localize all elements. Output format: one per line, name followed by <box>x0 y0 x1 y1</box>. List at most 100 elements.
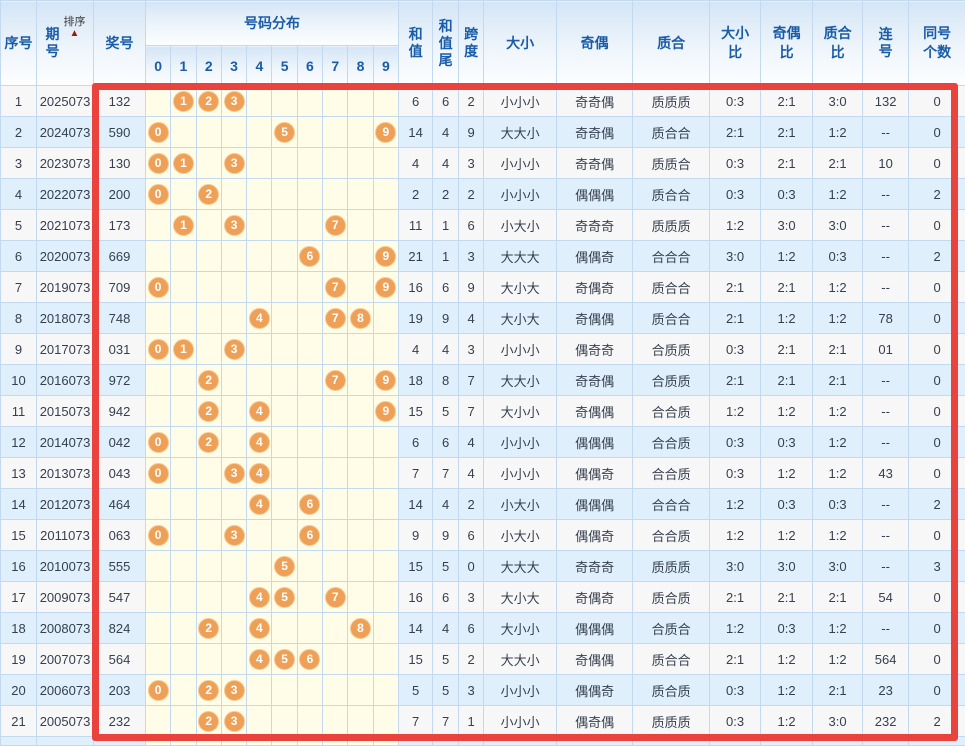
parity-cell: 偶偶奇 <box>557 675 633 706</box>
span-cell: 2 <box>459 644 484 675</box>
col-header-digit-4: 4 <box>247 46 272 86</box>
size-ratio-cell: 1:2 <box>710 396 761 427</box>
span-cell: 6 <box>459 613 484 644</box>
parity-ratio-cell: 2:1 <box>761 582 813 613</box>
ball-cell <box>373 644 398 675</box>
prime-cell: 质合合 <box>633 272 710 303</box>
parity-cell: 偶偶偶 <box>557 489 633 520</box>
prime-ratio-cell: 3:0 <box>813 706 863 737</box>
ball-cell <box>272 272 297 303</box>
size-ratio-cell: 0:3 <box>710 179 761 210</box>
size-cell: 大大小 <box>484 365 557 396</box>
ball-cell <box>297 675 322 706</box>
prime-cell: 合合合 <box>633 489 710 520</box>
number-ball: 7 <box>325 308 346 329</box>
size-ratio-cell: 0:3 <box>710 458 761 489</box>
prime-cell: 合质质 <box>633 365 710 396</box>
ball-cell: 2 <box>196 396 221 427</box>
ball-cell <box>373 520 398 551</box>
sum-cell: 21 <box>399 241 433 272</box>
ball-cell <box>297 582 322 613</box>
parity-ratio-cell: 1:2 <box>761 520 813 551</box>
partial-cell <box>1 737 37 746</box>
sum-cell: 11 <box>399 210 433 241</box>
ball-cell <box>171 365 196 396</box>
prime-ratio-cell: 1:2 <box>813 117 863 148</box>
seq-cell: 11 <box>1 396 37 427</box>
ball-cell: 2 <box>196 675 221 706</box>
seq-cell: 10 <box>1 365 37 396</box>
number-ball: 7 <box>325 277 346 298</box>
size-ratio-cell: 0:3 <box>710 148 761 179</box>
ball-cell: 6 <box>297 241 322 272</box>
sum-tail-cell: 9 <box>433 520 459 551</box>
ball-cell <box>272 427 297 458</box>
size-cell: 大小大 <box>484 582 557 613</box>
period-label: 期号 <box>45 26 61 60</box>
col-header-consecutive: 连号 <box>863 1 909 86</box>
ball-cell <box>348 582 373 613</box>
number-ball: 4 <box>249 649 270 670</box>
size-ratio-cell: 0:3 <box>710 706 761 737</box>
period-cell: 2014073 <box>37 427 94 458</box>
ball-cell <box>373 210 398 241</box>
ball-cell <box>196 334 221 365</box>
col-header-digit-7: 7 <box>323 46 348 86</box>
parity-cell: 偶偶奇 <box>557 458 633 489</box>
ball-cell: 7 <box>323 210 348 241</box>
ball-cell <box>348 458 373 489</box>
ball-cell <box>323 334 348 365</box>
span-cell: 9 <box>459 272 484 303</box>
seq-cell: 5 <box>1 210 37 241</box>
prime-cell: 质合合 <box>633 303 710 334</box>
ball-cell <box>171 179 196 210</box>
ball-cell <box>348 86 373 117</box>
sum-tail-cell: 5 <box>433 396 459 427</box>
same-count-cell: 0 <box>909 613 965 644</box>
span-cell: 4 <box>459 303 484 334</box>
sum-cell: 15 <box>399 396 433 427</box>
ball-cell <box>323 675 348 706</box>
same-count-cell: 0 <box>909 210 965 241</box>
number-ball: 2 <box>198 184 219 205</box>
ball-cell <box>221 582 246 613</box>
partial-cell <box>272 737 297 746</box>
prize-cell: 232 <box>94 706 146 737</box>
size-cell: 小小小 <box>484 427 557 458</box>
prize-cell: 173 <box>94 210 146 241</box>
sum-tail-cell: 6 <box>433 86 459 117</box>
ball-cell <box>348 272 373 303</box>
ball-cell <box>247 706 272 737</box>
ball-cell <box>146 613 171 644</box>
consecutive-cell: 132 <box>863 86 909 117</box>
ball-cell <box>146 644 171 675</box>
period-cell: 2024073 <box>37 117 94 148</box>
same-count-cell: 0 <box>909 334 965 365</box>
sum-cell: 19 <box>399 303 433 334</box>
prime-cell: 合合质 <box>633 427 710 458</box>
sort-control[interactable]: 排序 ▲ <box>64 17 86 39</box>
sum-cell: 16 <box>399 582 433 613</box>
ball-cell <box>221 613 246 644</box>
prime-cell: 合合质 <box>633 396 710 427</box>
ball-cell: 8 <box>348 613 373 644</box>
col-header-parity-ratio: 奇偶比 <box>761 1 813 86</box>
consecutive-cell: 43 <box>863 458 909 489</box>
ball-cell <box>297 86 322 117</box>
parity-ratio-cell: 0:3 <box>761 179 813 210</box>
period-cell: 2005073 <box>37 706 94 737</box>
ball-cell <box>373 706 398 737</box>
prime-ratio-cell: 2:1 <box>813 334 863 365</box>
ball-cell <box>323 396 348 427</box>
ball-cell <box>272 334 297 365</box>
period-cell: 2008073 <box>37 613 94 644</box>
ball-cell <box>272 706 297 737</box>
ball-cell <box>272 210 297 241</box>
col-header-digit-3: 3 <box>221 46 246 86</box>
span-cell: 3 <box>459 148 484 179</box>
ball-cell <box>348 148 373 179</box>
